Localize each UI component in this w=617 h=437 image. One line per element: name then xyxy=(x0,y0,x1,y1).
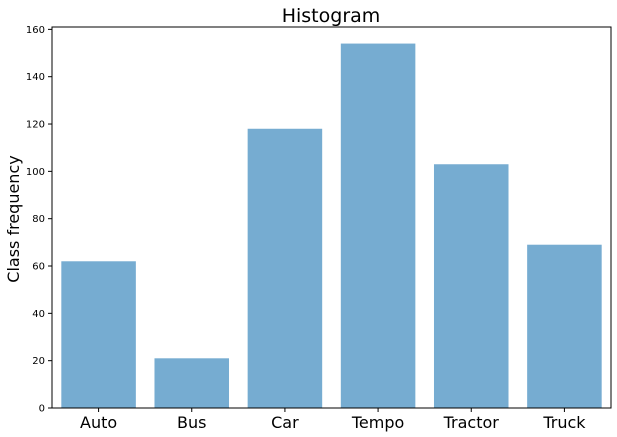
chart-title: Histogram xyxy=(282,5,381,27)
plot-frame xyxy=(51,26,612,409)
x-tick-label-tempo: Tempo xyxy=(351,413,404,432)
y-tick-label: 140 xyxy=(26,72,45,83)
y-tick-label: 20 xyxy=(32,356,45,367)
x-ticks-group: Auto Bus Car Tempo Tractor Truck xyxy=(80,408,586,432)
bar-auto xyxy=(61,261,136,408)
y-ticks-group: 0 20 40 60 80 100 120 140 160 xyxy=(26,25,52,415)
y-tick-label: 60 xyxy=(32,262,45,273)
x-tick-label-auto: Auto xyxy=(80,413,117,432)
bar-tractor xyxy=(433,164,509,408)
y-tick-label: 120 xyxy=(26,120,45,131)
x-tick-label-truck: Truck xyxy=(542,413,586,432)
y-tick-label: 160 xyxy=(26,25,45,36)
y-tick-label: 80 xyxy=(32,214,45,225)
y-tick-label: 0 xyxy=(39,404,45,415)
x-tick-label-tractor: Tractor xyxy=(443,413,500,432)
x-tick-label-bus: Bus xyxy=(177,413,206,432)
bar-tempo xyxy=(340,43,416,408)
bar-bus xyxy=(154,358,230,408)
bars-group xyxy=(61,43,602,408)
bar-car xyxy=(247,128,323,408)
y-tick-label: 100 xyxy=(26,167,45,178)
y-tick-label: 40 xyxy=(32,309,45,320)
bar-truck xyxy=(527,244,602,408)
y-axis-label: Class frequency xyxy=(4,155,23,282)
x-tick-label-car: Car xyxy=(271,413,299,432)
